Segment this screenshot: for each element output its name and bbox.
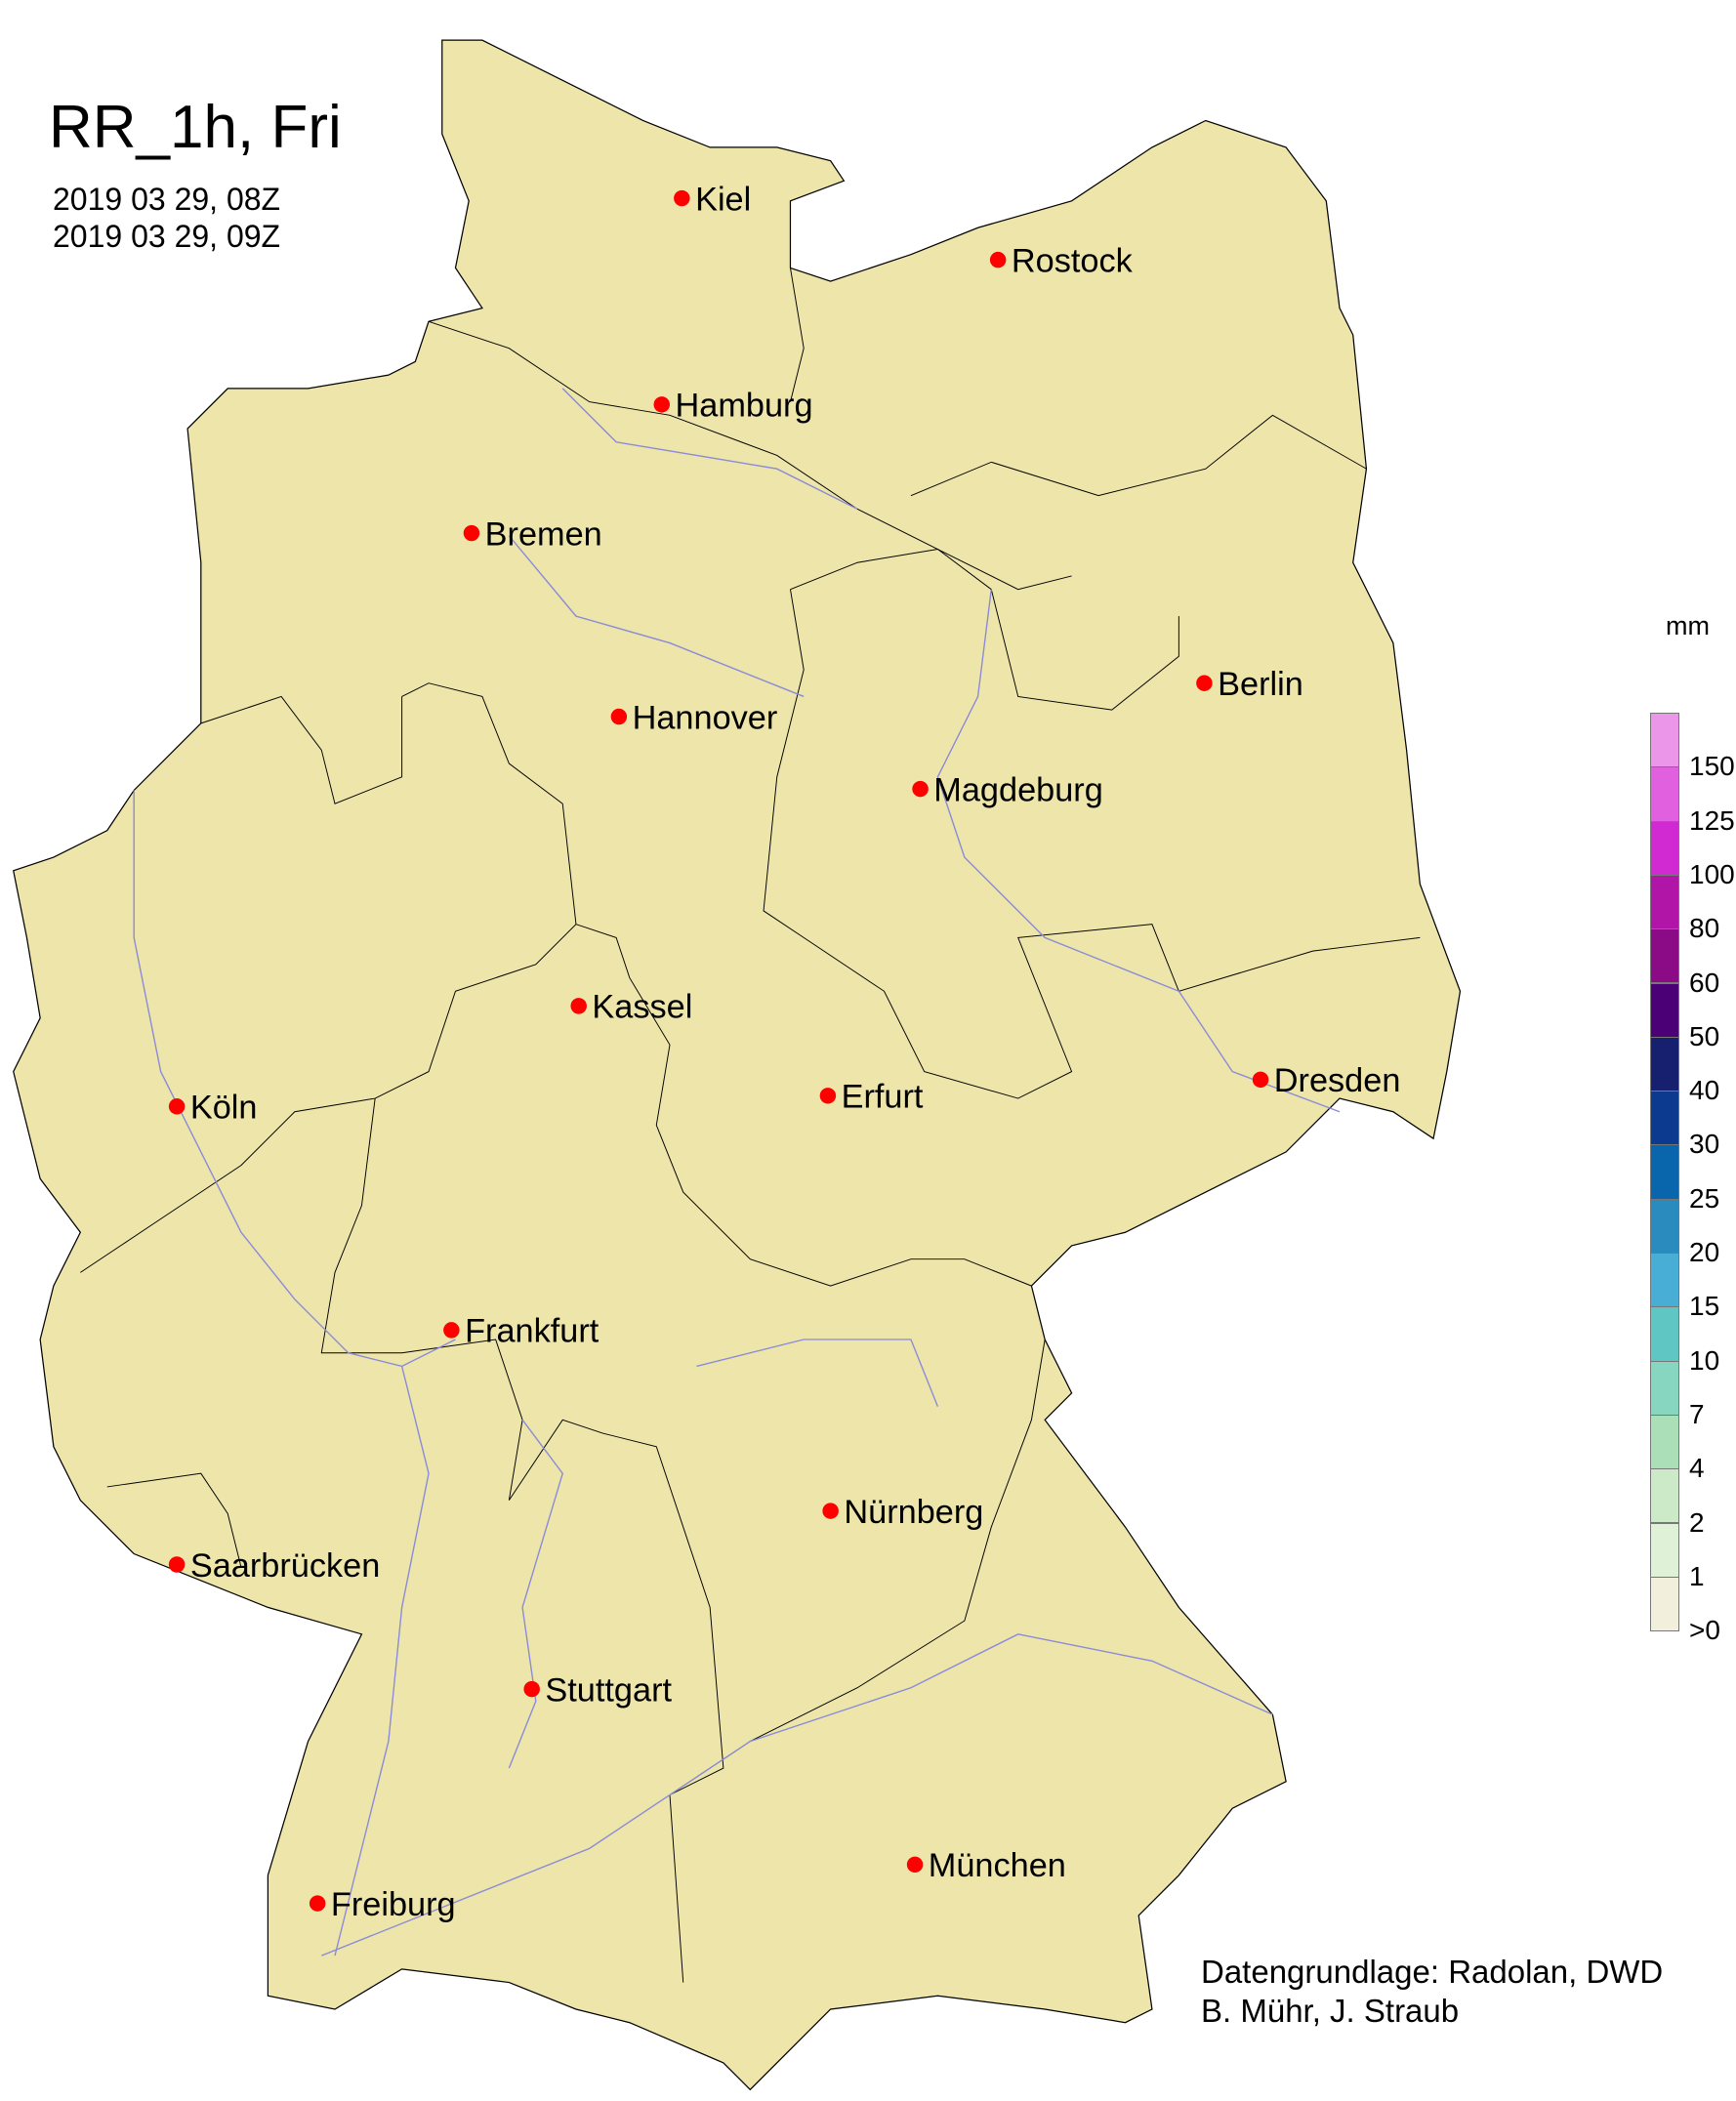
city-label: Kiel <box>695 181 751 218</box>
city-marker <box>309 1895 326 1912</box>
legend-label: 20 <box>1689 1237 1720 1267</box>
city-label: Magdeburg <box>933 771 1103 808</box>
city-marker <box>906 1856 924 1874</box>
legend-label: >0 <box>1689 1615 1720 1646</box>
city-label: Saarbrücken <box>190 1547 380 1585</box>
city-label: Berlin <box>1218 666 1303 703</box>
legend-label: 40 <box>1689 1075 1720 1106</box>
author-credit: B. Mühr, J. Straub <box>1201 1993 1460 2029</box>
city-marker <box>822 1503 839 1519</box>
legend-swatch <box>1650 1253 1679 1308</box>
legend-label: 4 <box>1689 1453 1705 1484</box>
end-time: 2019 03 29, 09Z <box>53 219 281 254</box>
legend-swatch <box>1650 1036 1679 1092</box>
start-time: 2019 03 29, 08Z <box>53 182 281 217</box>
city-label: Dresden <box>1274 1062 1401 1099</box>
legend-unit: mm <box>1666 611 1710 640</box>
city-marker <box>570 998 587 1014</box>
legend-swatch <box>1650 1522 1679 1578</box>
legend-label: 125 <box>1689 804 1735 836</box>
city-marker <box>443 1322 460 1339</box>
city-marker <box>168 1098 186 1115</box>
city-label: Hamburg <box>675 388 812 425</box>
rivers <box>133 388 1341 1957</box>
legend-swatch <box>1650 1198 1679 1254</box>
city-label: Rostock <box>1012 243 1134 280</box>
legend-label: 2 <box>1689 1506 1705 1538</box>
legend-swatch <box>1650 1468 1679 1524</box>
legend-swatch <box>1650 1091 1679 1146</box>
legend-label: 15 <box>1689 1291 1720 1322</box>
city-marker <box>168 1556 186 1573</box>
germany-land <box>13 39 1462 2091</box>
legend-label: 1 <box>1689 1560 1705 1591</box>
map-title: RR_1h, Fri <box>49 94 342 161</box>
city-label: Stuttgart <box>545 1671 672 1709</box>
city-marker <box>989 251 1007 268</box>
city-marker <box>1196 675 1213 691</box>
legend-swatch <box>1650 874 1679 930</box>
legend-label: 30 <box>1689 1129 1720 1160</box>
city-marker <box>463 524 480 542</box>
city-marker <box>819 1088 837 1104</box>
legend-swatch <box>1650 820 1679 876</box>
city-marker <box>1252 1071 1269 1089</box>
legend-swatch <box>1650 766 1679 822</box>
city-label: Erfurt <box>842 1079 924 1116</box>
city-label: München <box>929 1847 1066 1884</box>
city-label: Köln <box>190 1090 258 1127</box>
city-label: Freiburg <box>331 1886 456 1923</box>
city-marker <box>674 189 690 207</box>
legend-swatch <box>1650 1576 1679 1632</box>
city-markers: Kiel Rostock Hamburg Bremen Berlin Hannover Ma… <box>168 181 1401 1923</box>
city-marker <box>610 708 628 725</box>
legend-label: 60 <box>1689 967 1720 998</box>
legend-label: 50 <box>1689 1020 1720 1051</box>
city-label: Kassel <box>592 989 692 1026</box>
legend-label: 80 <box>1689 913 1720 944</box>
data-source-credit: Datengrundlage: Radolan, DWD <box>1201 1954 1664 1990</box>
city-marker <box>523 1680 540 1698</box>
city-marker <box>653 396 670 413</box>
legend-swatch <box>1650 1306 1679 1362</box>
legend-swatch <box>1650 1360 1679 1416</box>
legend-label: 10 <box>1689 1344 1720 1376</box>
legend-swatch <box>1650 1144 1679 1200</box>
legend-label: 150 <box>1689 751 1735 782</box>
city-label: Bremen <box>485 515 602 553</box>
legend-swatch <box>1650 713 1679 768</box>
legend-label: 7 <box>1689 1398 1705 1429</box>
city-marker <box>912 780 929 798</box>
city-label: Frankfurt <box>465 1313 599 1350</box>
city-label: Hannover <box>633 699 778 736</box>
legend-swatch <box>1650 1414 1679 1470</box>
legend-label: 100 <box>1689 858 1735 889</box>
legend-swatch <box>1650 928 1679 984</box>
legend-label: 25 <box>1689 1182 1720 1214</box>
legend-swatch <box>1650 982 1679 1038</box>
city-label: Nürnberg <box>844 1494 983 1531</box>
